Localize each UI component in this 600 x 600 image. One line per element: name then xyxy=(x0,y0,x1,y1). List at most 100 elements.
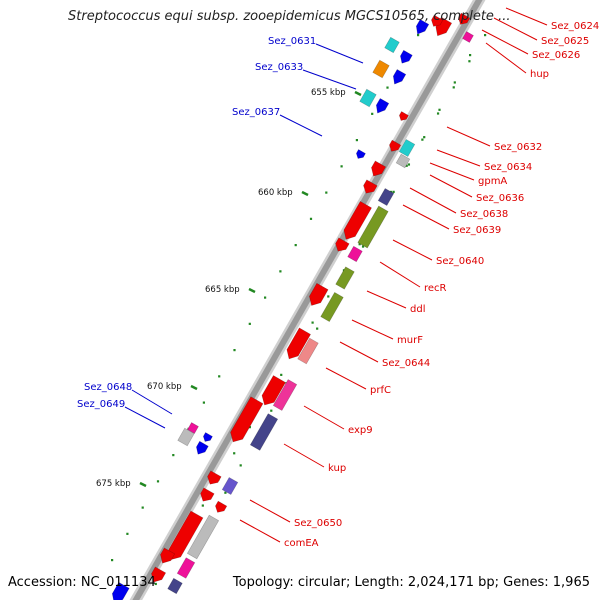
guide-dot xyxy=(407,163,411,166)
left-gene-block xyxy=(177,427,195,447)
gene-shape xyxy=(399,111,409,121)
red-gene-arrow xyxy=(389,139,402,152)
left-gene-block xyxy=(111,581,130,600)
guide-dot xyxy=(294,244,297,247)
gene-label-right: Sez_0640 xyxy=(436,256,484,267)
guide-dot xyxy=(154,582,157,586)
leader-line xyxy=(392,239,433,261)
gene-shape xyxy=(347,245,363,263)
accession-text: Accession: NC_011134 xyxy=(8,575,156,590)
gene-shape xyxy=(230,396,264,443)
leader-line xyxy=(302,69,357,90)
left-gene-block xyxy=(393,69,407,85)
gene-label-right: Sez_0644 xyxy=(382,358,430,369)
leader-line xyxy=(493,17,538,41)
left-gene-block xyxy=(400,49,413,64)
kbp-tick-mark xyxy=(139,481,147,488)
gene-label-left: Sez_0649 xyxy=(77,399,125,410)
guide-dot xyxy=(453,81,456,84)
guide-dot xyxy=(111,559,114,562)
guide-dot xyxy=(239,464,242,467)
gene-label-right: Sez_0632 xyxy=(494,142,542,153)
gene-shape xyxy=(215,500,228,513)
outer-gene-block xyxy=(335,266,355,290)
guide-dot xyxy=(327,295,330,298)
guide-dot xyxy=(172,454,175,457)
red-gene-arrow xyxy=(286,327,311,360)
gene-shape xyxy=(186,514,220,560)
gene-shape xyxy=(398,139,416,157)
topology-text: Topology: circular; Length: 2,024,171 bp… xyxy=(232,575,590,590)
kbp-tick-label: 670 kbp xyxy=(147,382,182,392)
guide-dot xyxy=(452,86,455,89)
gene-shape xyxy=(356,149,366,159)
red-gene-arrow xyxy=(230,396,264,443)
gene-shape xyxy=(196,440,209,455)
gene-label-right: Sez_0625 xyxy=(541,36,589,47)
red-gene-arrow xyxy=(431,14,444,27)
label-leaders xyxy=(124,7,548,543)
gene-shape xyxy=(372,59,390,79)
guide-dot xyxy=(340,165,343,168)
outer-gene-block xyxy=(176,557,196,579)
guide-dot xyxy=(423,136,426,139)
left-gene-block xyxy=(187,422,199,434)
gene-shape xyxy=(343,201,372,240)
outer-gene-block xyxy=(215,500,228,513)
leader-line xyxy=(249,499,291,523)
outer-gene-block xyxy=(398,139,416,157)
gene-shape xyxy=(335,266,355,290)
red-gene-arrow xyxy=(207,470,222,485)
outer-gene-block xyxy=(167,577,183,595)
leader-line xyxy=(283,443,325,468)
map-title: Streptococcus equi subsp. zooepidemicus … xyxy=(68,9,511,24)
gene-shape xyxy=(376,98,390,114)
gene-features xyxy=(111,12,474,600)
guide-dot xyxy=(438,108,441,111)
gene-shape xyxy=(458,12,471,25)
guide-dot xyxy=(311,321,314,324)
gene-label-left: Sez_0633 xyxy=(255,62,303,73)
gene-shape xyxy=(151,566,167,583)
red-gene-arrow xyxy=(151,566,167,583)
gene-shape xyxy=(400,49,413,64)
gene-shape xyxy=(272,379,298,411)
gene-label-right: Sez_0639 xyxy=(453,225,501,236)
outer-gene-block xyxy=(458,12,471,25)
leader-line xyxy=(485,42,527,74)
outer-gene-block xyxy=(297,337,319,365)
gene-label-right: Sez_0624 xyxy=(551,21,599,32)
backbone-core xyxy=(132,0,483,600)
gene-shape xyxy=(389,139,402,152)
gene-shape xyxy=(320,291,344,323)
kbp-tick-label: 655 kbp xyxy=(311,88,346,98)
red-gene-arrow xyxy=(335,237,350,252)
outer-gene-block xyxy=(320,291,344,323)
gene-shape xyxy=(221,477,239,495)
leader-line xyxy=(402,204,450,230)
gene-label-right: recR xyxy=(424,283,447,294)
gene-shape xyxy=(297,337,319,365)
guide-dot xyxy=(280,373,283,376)
kbp-tick-label: 665 kbp xyxy=(205,285,240,295)
gene-shape xyxy=(377,188,395,206)
leader-line xyxy=(429,174,473,198)
leader-line xyxy=(315,43,364,64)
guide-dot xyxy=(248,426,251,429)
gene-label-left: Sez_0637 xyxy=(232,107,280,118)
kbp-ticks: 655 kbp 660 kbp 665 kbp 670 kbp 675 kbp xyxy=(96,88,362,489)
gene-shape xyxy=(203,432,213,442)
red-gene-arrow xyxy=(309,282,329,306)
gene-label-right: Sez_0638 xyxy=(460,209,508,220)
guide-dot xyxy=(355,139,358,142)
outer-gene-block xyxy=(249,413,279,451)
guide-dot xyxy=(484,34,487,37)
guide-dot xyxy=(224,491,227,494)
left-gene-block xyxy=(416,19,430,35)
outer-gene-block xyxy=(377,188,395,206)
guide-dot xyxy=(392,190,395,193)
gene-shape xyxy=(309,282,329,306)
leader-line xyxy=(409,187,457,214)
guide-dot xyxy=(361,245,365,248)
guide-dot xyxy=(468,60,471,63)
